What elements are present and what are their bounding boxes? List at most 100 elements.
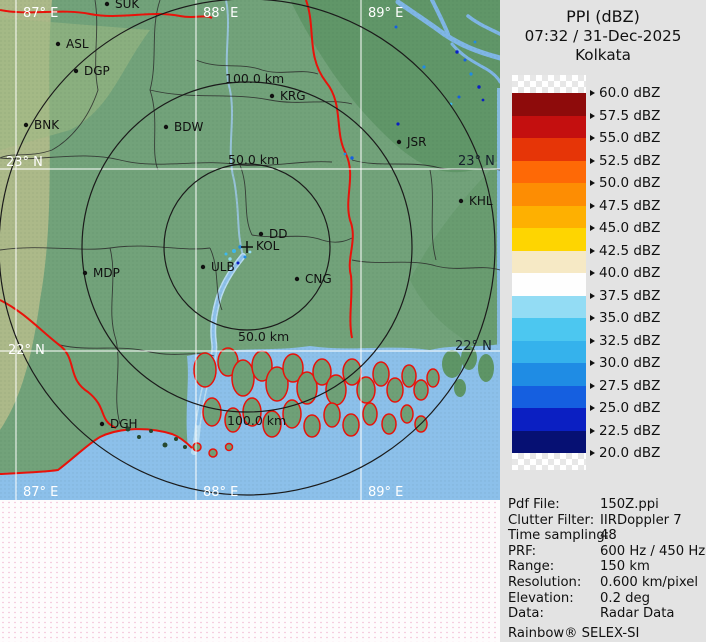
level-label: 30.0 dBZ	[599, 355, 661, 371]
level-arrow-icon	[590, 382, 595, 389]
level-arrow-icon	[590, 225, 595, 231]
range-ring-label: 50.0 km	[228, 152, 279, 167]
graticule-label: 88° E	[203, 6, 238, 21]
station-dot	[294, 276, 300, 282]
level-arrow-icon	[590, 90, 595, 96]
legend-band	[512, 138, 586, 161]
legend-level: 40.0 dBZ	[590, 264, 660, 282]
legend-level: 52.5 dBZ	[590, 152, 660, 170]
info-panel: PPI (dBZ) 07:32 / 31-Dec-2025 Kolkata 60…	[500, 0, 706, 642]
level-label: 32.5 dBZ	[599, 332, 661, 349]
legend-level: 60.0 dBZ	[590, 84, 660, 102]
info-label: Data:	[508, 606, 544, 622]
station-dot	[82, 270, 88, 276]
halftone-texture	[0, 0, 500, 500]
legend-level: 30.0 dBZ	[590, 354, 660, 372]
range-ring-label: 100.0 km	[227, 413, 286, 428]
legend-level: 50.0 dBZ	[590, 174, 660, 192]
legend-level: 35.0 dBZ	[590, 309, 660, 327]
radar-map: SUK ASL DGP BNK BDW KRG JSR KHL DD KOL ULB CNG MDP DG…	[0, 0, 503, 500]
level-arrow-icon	[590, 360, 595, 366]
station-name: Kolkata	[575, 46, 631, 64]
level-arrow-icon	[590, 270, 595, 276]
graticule-label: 89° E	[368, 485, 403, 500]
station-code: CNG	[305, 272, 332, 286]
level-label: 35.0 dBZ	[599, 310, 661, 326]
legend-band	[512, 340, 586, 363]
legend-band	[512, 160, 586, 183]
level-arrow-icon	[590, 157, 595, 164]
level-label: 37.5 dBZ	[599, 287, 661, 304]
legend-band	[512, 318, 586, 341]
legend-band	[512, 115, 586, 138]
info-row: Time sampling: 48	[508, 528, 706, 544]
info-value: 150 km	[600, 559, 650, 575]
station-kol: KOL	[256, 239, 280, 253]
level-arrow-icon	[590, 427, 595, 434]
level-arrow-icon	[590, 315, 595, 321]
station-code: KOL	[256, 239, 280, 253]
level-label: 20.0 dBZ	[599, 445, 661, 461]
info-label: Range:	[508, 559, 555, 575]
station-dot	[163, 124, 169, 130]
legend-level: 20.0 dBZ	[590, 444, 660, 462]
station-ulb: ULB	[200, 260, 235, 274]
level-label: 42.5 dBZ	[599, 242, 661, 259]
info-value: 48	[600, 528, 617, 544]
legend-band	[512, 250, 586, 273]
info-row: Pdf File: 150Z.ppi	[508, 497, 706, 513]
station-mdp: MDP	[82, 266, 120, 280]
station-khl: KHL	[458, 194, 493, 208]
scan-info-rows: Pdf File: 150Z.ppi Clutter Filter: IIRDoppl…	[508, 497, 706, 622]
info-label: Pdf File:	[508, 497, 560, 512]
scan-info: Pdf File: 150Z.ppi Clutter Filter: IIRDoppl…	[508, 497, 706, 642]
station-dot	[99, 421, 105, 427]
station-dgh: DGH	[99, 417, 138, 431]
level-label: 57.5 dBZ	[599, 107, 661, 124]
level-label: 40.0 dBZ	[599, 265, 661, 281]
level-label: 60.0 dBZ	[599, 85, 661, 101]
legend-level: 32.5 dBZ	[590, 332, 660, 350]
info-label: Time sampling:	[508, 528, 610, 544]
graticule-label: 23° N	[6, 155, 43, 170]
info-label: Elevation:	[508, 590, 574, 606]
legend-band	[512, 363, 586, 386]
station-suk: SUK	[104, 0, 140, 11]
scan-datetime: 07:32 / 31-Dec-2025	[524, 26, 682, 45]
radar-echoes	[224, 25, 485, 265]
legend-band	[512, 273, 586, 296]
panel-header: PPI (dBZ) 07:32 / 31-Dec-2025 Kolkata	[500, 0, 706, 66]
info-label: Clutter Filter:	[508, 512, 595, 528]
level-arrow-icon	[590, 112, 595, 119]
legend-level: 25.0 dBZ	[590, 399, 660, 417]
station-cng: CNG	[294, 272, 332, 286]
legend-level: 42.5 dBZ	[590, 242, 660, 260]
graticule-label: 87° E	[23, 6, 58, 21]
info-row: PRF: 600 Hz / 450 Hz	[508, 544, 706, 560]
graticule-label: 23° N	[458, 154, 495, 169]
level-arrow-icon	[590, 292, 595, 299]
level-arrow-icon	[590, 247, 595, 254]
station-code: JSR	[406, 135, 427, 149]
station-dot	[458, 198, 464, 204]
info-row: Elevation: 0.2 deg	[508, 591, 706, 607]
station-code: DGP	[84, 64, 110, 78]
station-asl: ASL	[55, 37, 89, 51]
level-arrow-icon	[590, 202, 595, 209]
legend-level: 27.5 dBZ	[590, 377, 660, 395]
info-row: Data: Radar Data	[508, 606, 706, 622]
level-label: 27.5 dBZ	[599, 377, 661, 394]
level-arrow-icon	[590, 180, 595, 186]
legend-band	[512, 408, 586, 431]
graticule-label: 87° E	[23, 485, 58, 500]
info-row: Resolution: 0.600 km/pixel	[508, 575, 706, 591]
station-dot	[104, 1, 110, 7]
legend-band	[512, 228, 586, 251]
legend-level: 45.0 dBZ	[590, 219, 660, 237]
level-label: 50.0 dBZ	[599, 175, 661, 191]
range-rings	[0, 0, 496, 496]
station-dot	[55, 41, 61, 47]
info-value: IIRDoppler 7	[600, 512, 682, 528]
legend-band-transparent	[512, 453, 586, 470]
